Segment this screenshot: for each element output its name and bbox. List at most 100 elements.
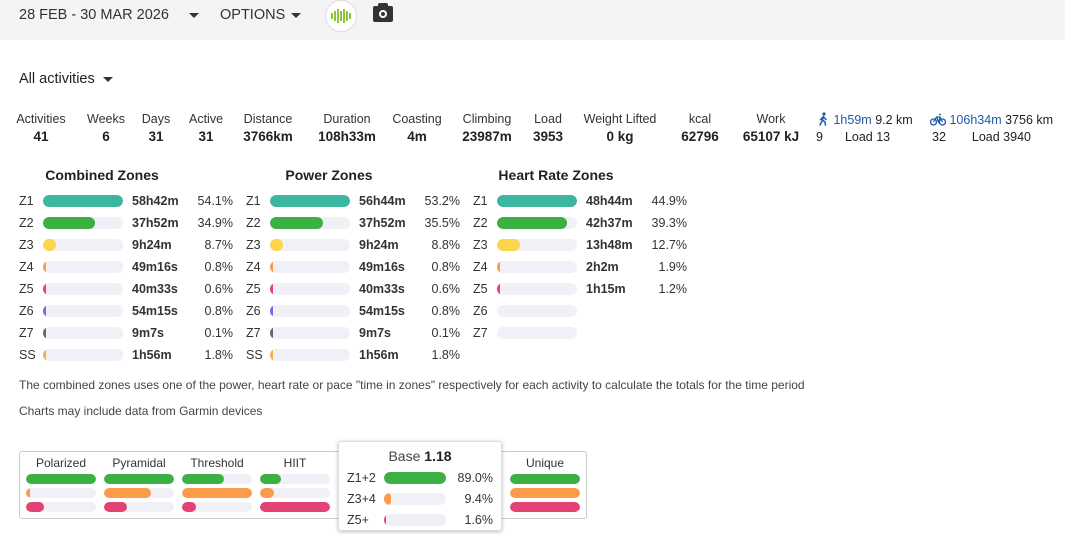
stat-label: Days: [141, 112, 171, 126]
zone-row: Z3 9h24m 8.8%: [246, 234, 460, 256]
zone-label: Z5: [246, 282, 261, 296]
distribution-bar-fill: [510, 474, 580, 484]
zone-percent: 12.7%: [651, 238, 687, 252]
zone-percent: 0.8%: [204, 260, 234, 274]
zone-bar-fill: [43, 217, 95, 229]
zone-row: Z2 42h37m 39.3%: [473, 212, 687, 234]
zone-row: Z7: [473, 322, 687, 344]
tooltip-bar-fill: [384, 513, 386, 526]
zone-row: Z4 2h2m 1.9%: [473, 256, 687, 278]
zone-time: 56h44m: [359, 194, 406, 208]
training-distribution-panel: Polarized Pyramidal Threshold HIIT Unique: [19, 451, 587, 519]
stat-load: Load 3953: [533, 112, 563, 144]
stat-duration: Duration 108h33m: [318, 112, 376, 144]
date-range-selector[interactable]: 28 FEB - 30 MAR 2026: [19, 7, 199, 23]
distribution-label: Polarized: [35, 456, 87, 470]
distribution-bar-fill: [104, 488, 151, 498]
zone-bar: [43, 217, 123, 229]
stat-label: Coasting: [392, 112, 442, 126]
stat-value: 31: [148, 129, 164, 144]
zone-time: 13h48m: [586, 238, 633, 252]
zone-bar: [43, 349, 123, 361]
caret-down-icon: [291, 12, 302, 18]
zone-label: Z7: [246, 326, 261, 340]
activity-type-filter[interactable]: All activities: [19, 71, 113, 87]
sport-bike[interactable]: 106h34m 3756 km 32 Load 3940: [930, 112, 1053, 144]
stat-value: 0 kg: [606, 129, 634, 144]
options-menu[interactable]: OPTIONS: [220, 7, 302, 23]
date-range-label: 28 FEB - 30 MAR 2026: [19, 7, 169, 23]
tooltip-row: Z1+2 89.0%: [347, 467, 501, 488]
zone-row: Z5 40m33s 0.6%: [19, 278, 233, 300]
zone-percent: 1.9%: [658, 260, 688, 274]
zone-label: Z3: [246, 238, 261, 252]
zone-bar-fill: [497, 239, 520, 251]
zone-time: 54m15s: [132, 304, 178, 318]
distribution-bar-fill: [104, 502, 128, 512]
distribution-bar: [182, 502, 252, 512]
zone-time: 54m15s: [359, 304, 405, 318]
zone-bar-fill: [43, 261, 46, 273]
zone-time: 9h24m: [132, 238, 172, 252]
zone-row: Z4 49m16s 0.8%: [246, 256, 460, 278]
zone-percent: 34.9%: [197, 216, 233, 230]
zone-label: SS: [246, 348, 263, 362]
zone-time: 9m7s: [359, 326, 391, 340]
distribution-pyramidal: Pyramidal: [104, 456, 174, 512]
zone-bar-fill: [43, 239, 56, 251]
distribution-label: Threshold: [190, 456, 244, 470]
walk-count: 9: [816, 130, 823, 144]
zone-label: Z7: [19, 326, 34, 340]
zone-bar-fill: [270, 239, 284, 251]
zone-time: 40m33s: [359, 282, 405, 296]
distribution-bar-fill: [260, 502, 330, 512]
combined-zones-note: The combined zones uses one of the power…: [19, 378, 805, 392]
zone-time: 37h52m: [359, 216, 406, 230]
tooltip-bar-fill: [384, 471, 446, 484]
tooltip-value: 1.18: [424, 448, 452, 464]
zone-label: Z5: [473, 282, 488, 296]
tooltip-row: Z5+ 1.6%: [347, 509, 501, 530]
zone-percent: 53.2%: [424, 194, 460, 208]
distribution-bar-fill: [510, 502, 580, 512]
tooltip-bar: [384, 471, 446, 484]
distribution-bar: [182, 488, 252, 498]
stat-value: 3766km: [243, 129, 293, 144]
distribution-threshold: Threshold: [182, 456, 252, 512]
distribution-bar: [510, 474, 580, 484]
distribution-bar: [260, 488, 330, 498]
stat-label: Weight Lifted: [583, 112, 657, 126]
stat-coasting: Coasting 4m: [392, 112, 441, 144]
app-logo-icon[interactable]: [325, 0, 357, 32]
zone-row: Z3 13h48m 12.7%: [473, 234, 687, 256]
camera-icon[interactable]: [373, 3, 393, 22]
zone-bar: [43, 195, 123, 207]
distribution-bar-fill: [260, 488, 274, 498]
sport-walk[interactable]: 1h59m 9.2 km 9 Load 13: [816, 112, 913, 144]
stat-days: Days 31: [142, 112, 170, 144]
zone-bar-fill: [43, 327, 46, 339]
distribution-label: Pyramidal: [112, 456, 166, 470]
stat-label: Work: [756, 112, 786, 126]
stat-value: 65107 kJ: [742, 129, 800, 144]
stat-label: Activities: [16, 112, 66, 126]
distribution-label: Unique: [525, 456, 565, 470]
zone-bar-fill: [43, 195, 123, 207]
tooltip-bar-fill: [384, 492, 391, 505]
zone-bar-fill: [270, 305, 273, 317]
zone-label: Z4: [19, 260, 34, 274]
zone-row: SS 1h56m 1.8%: [246, 344, 460, 366]
distribution-bar: [104, 488, 174, 498]
zone-row: Z2 37h52m 35.5%: [246, 212, 460, 234]
zone-bar: [43, 239, 123, 251]
zone-time: 1h56m: [359, 348, 399, 362]
zone-bar: [497, 283, 577, 295]
zone-bar: [270, 349, 350, 361]
tooltip-row-percent: 89.0%: [457, 470, 493, 485]
distribution-bar: [510, 502, 580, 512]
zone-label: Z6: [473, 304, 488, 318]
options-label: OPTIONS: [220, 7, 286, 23]
zone-row: SS 1h56m 1.8%: [19, 344, 233, 366]
zone-label: Z2: [19, 216, 34, 230]
zone-row: Z7 9m7s 0.1%: [246, 322, 460, 344]
